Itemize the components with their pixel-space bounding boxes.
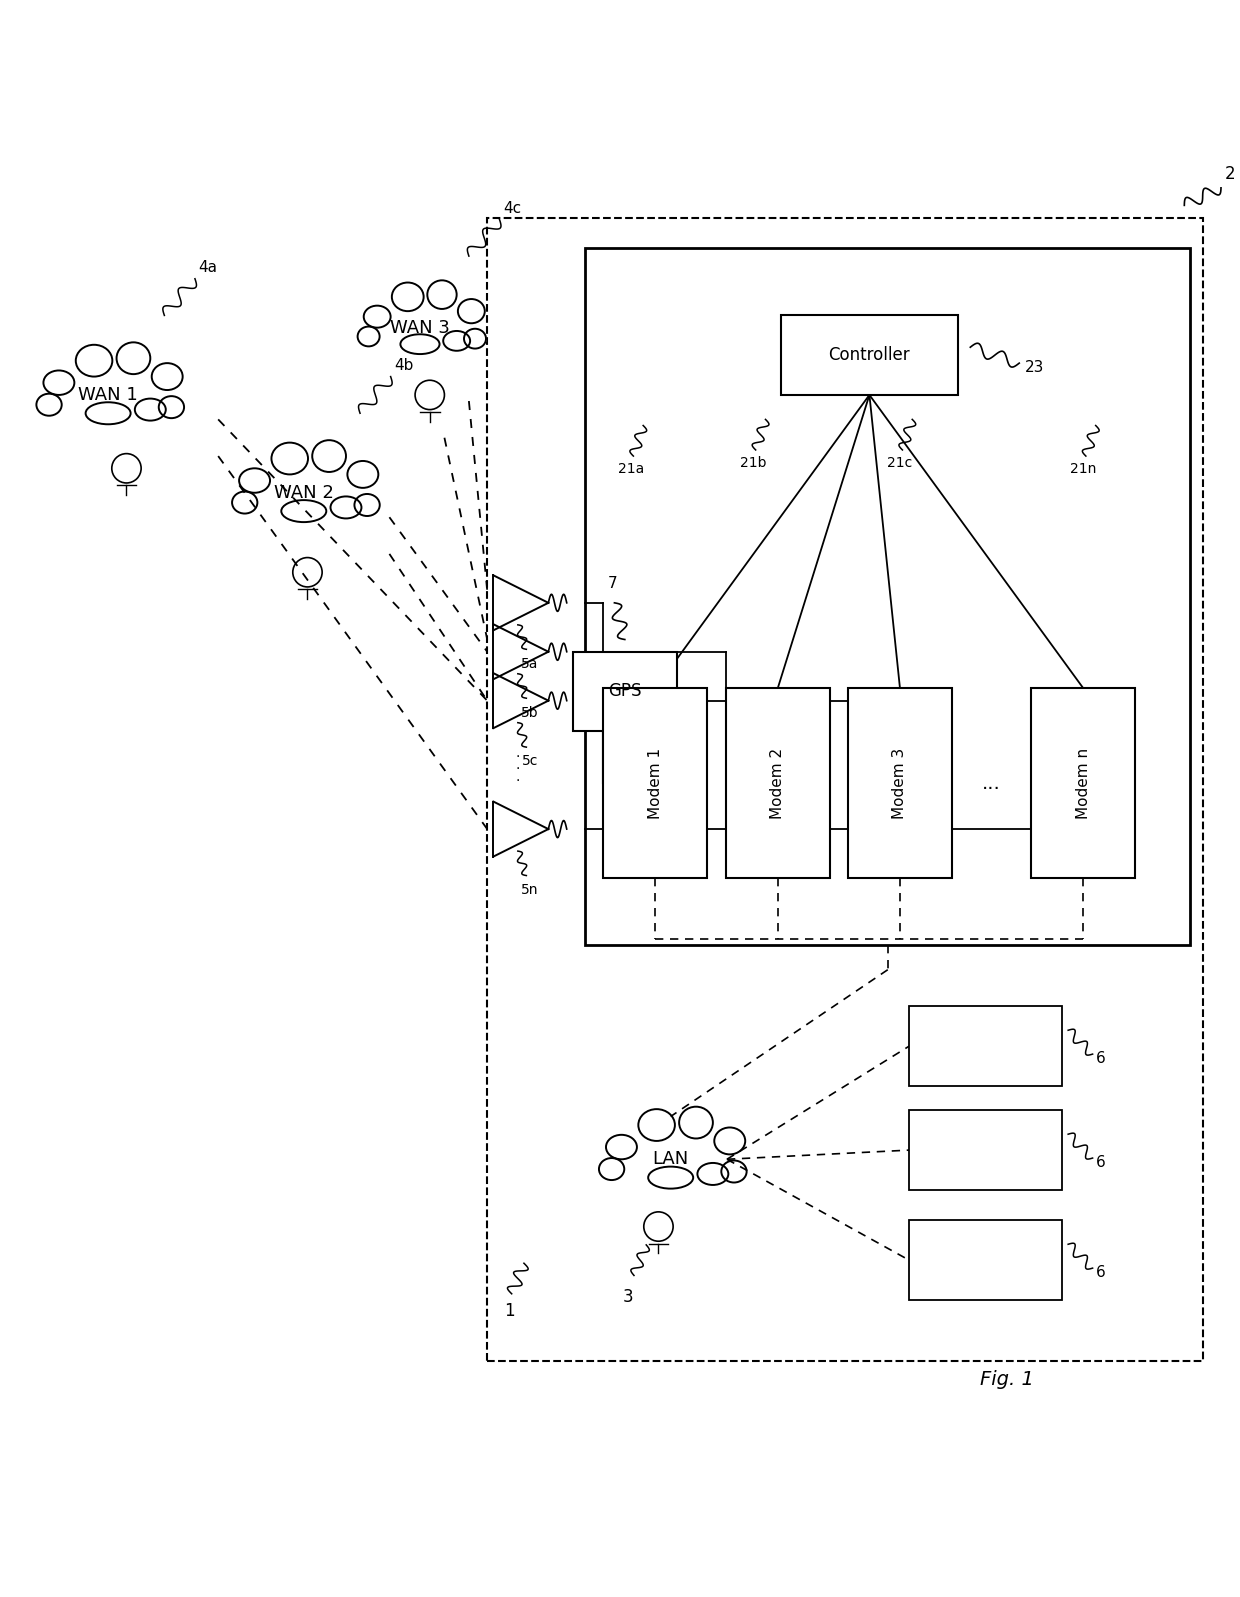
Ellipse shape — [722, 1161, 746, 1182]
Text: 5c: 5c — [522, 754, 538, 768]
Text: 1: 1 — [503, 1303, 515, 1321]
Ellipse shape — [151, 363, 182, 390]
Ellipse shape — [363, 305, 391, 327]
Text: 4a: 4a — [198, 260, 217, 275]
Ellipse shape — [697, 1163, 728, 1185]
Ellipse shape — [239, 468, 270, 493]
Ellipse shape — [159, 396, 184, 418]
Ellipse shape — [331, 497, 361, 519]
Ellipse shape — [649, 1167, 693, 1188]
Text: 6: 6 — [1096, 1051, 1106, 1065]
Text: 3: 3 — [622, 1287, 634, 1306]
Text: Modem n: Modem n — [1076, 747, 1091, 819]
Ellipse shape — [464, 329, 486, 348]
Ellipse shape — [458, 299, 485, 323]
Text: LAN: LAN — [652, 1150, 688, 1169]
Bar — [781, 316, 959, 394]
Bar — [909, 1006, 1061, 1086]
Ellipse shape — [135, 399, 166, 420]
Text: 4b: 4b — [394, 358, 414, 374]
Ellipse shape — [281, 500, 326, 522]
Text: 21a: 21a — [618, 462, 644, 476]
Bar — [725, 688, 830, 878]
Bar — [604, 688, 707, 878]
Text: 6: 6 — [1096, 1155, 1106, 1169]
Ellipse shape — [401, 334, 439, 355]
Ellipse shape — [355, 493, 379, 516]
Ellipse shape — [36, 394, 62, 415]
Ellipse shape — [312, 441, 346, 473]
Text: GPS: GPS — [608, 682, 641, 701]
Ellipse shape — [86, 402, 130, 425]
Ellipse shape — [347, 462, 378, 487]
Text: 5n: 5n — [521, 883, 539, 898]
Ellipse shape — [272, 442, 308, 474]
Text: 21b: 21b — [740, 457, 766, 470]
Ellipse shape — [43, 371, 74, 394]
Bar — [848, 688, 952, 878]
Ellipse shape — [680, 1107, 713, 1139]
Text: 5b: 5b — [521, 706, 539, 720]
Bar — [1032, 688, 1136, 878]
Text: 23: 23 — [1025, 359, 1045, 375]
Text: 6: 6 — [1096, 1265, 1106, 1279]
Ellipse shape — [714, 1127, 745, 1155]
Text: Modem 3: Modem 3 — [893, 747, 908, 819]
Text: Fig. 1: Fig. 1 — [980, 1370, 1034, 1389]
Ellipse shape — [392, 283, 424, 311]
Ellipse shape — [639, 1110, 675, 1140]
Text: 2: 2 — [1225, 166, 1235, 184]
Ellipse shape — [428, 281, 456, 308]
Text: 5a: 5a — [521, 656, 538, 671]
Ellipse shape — [599, 1158, 624, 1180]
Text: ...: ... — [982, 773, 1001, 792]
Text: Modem 2: Modem 2 — [770, 747, 785, 819]
Text: WAN 3: WAN 3 — [391, 319, 450, 337]
Text: 21c: 21c — [888, 457, 913, 470]
Bar — [585, 248, 1190, 945]
Text: .
.
.: . . . — [516, 746, 520, 784]
Bar — [487, 217, 1203, 1361]
Text: 21n: 21n — [1070, 462, 1096, 476]
Bar — [909, 1220, 1061, 1300]
Text: 7: 7 — [608, 575, 618, 591]
Ellipse shape — [357, 326, 379, 347]
Text: Modem 1: Modem 1 — [647, 747, 663, 819]
Text: 4c: 4c — [503, 201, 521, 216]
Bar — [573, 652, 677, 731]
Ellipse shape — [117, 342, 150, 374]
Text: WAN 1: WAN 1 — [78, 386, 138, 404]
Ellipse shape — [606, 1135, 637, 1159]
Ellipse shape — [232, 492, 258, 514]
Ellipse shape — [76, 345, 113, 377]
Ellipse shape — [443, 331, 470, 351]
Text: Controller: Controller — [828, 347, 910, 364]
Bar — [909, 1110, 1061, 1190]
Text: WAN 2: WAN 2 — [274, 484, 334, 501]
